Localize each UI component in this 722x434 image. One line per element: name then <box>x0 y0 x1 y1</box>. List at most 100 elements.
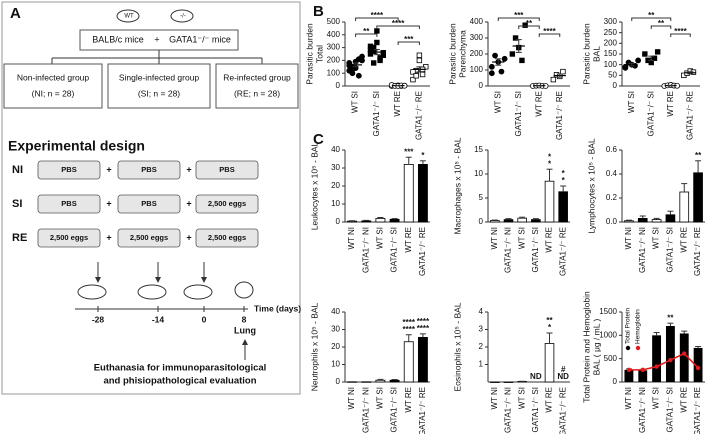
y-tick-label: 20 <box>331 342 340 351</box>
plus: + <box>106 232 111 242</box>
significance: * <box>548 159 552 168</box>
row-label: NI <box>12 164 23 176</box>
significance: **** <box>403 318 416 327</box>
mouse-icon <box>137 284 167 300</box>
line-point <box>626 367 632 373</box>
step-text: PBS <box>219 165 234 174</box>
step-box <box>37 228 101 248</box>
bar <box>389 379 400 383</box>
step-box <box>117 228 181 248</box>
y-tick-label: 200 <box>470 49 484 58</box>
significance: **** <box>674 27 687 36</box>
y-tick-label: 10 <box>474 169 483 178</box>
chart: 0 10 20 30 40 Leukocytes x 10⁵ - BAL WT NI GATA… <box>309 141 430 276</box>
step-text: 2,500 eggs <box>208 199 246 208</box>
y-tick-label: 1000 <box>599 330 617 339</box>
point <box>413 73 419 79</box>
point <box>509 51 516 57</box>
point <box>374 39 380 46</box>
bracket <box>355 33 378 37</box>
connector <box>51 50 263 64</box>
strain-ko: GATA1⁻/⁻ mice <box>169 34 231 44</box>
timeline-label: -28 <box>92 314 105 324</box>
x-tick-label: GATA1⁻/⁻ NI <box>361 387 370 433</box>
x-tick-label: WT RE <box>404 227 413 253</box>
x-tick-label: WT NI <box>624 387 633 410</box>
y-tick-label: 40 <box>331 145 340 154</box>
significance: ** <box>546 316 553 325</box>
significance: *** <box>404 147 414 156</box>
timeline-unit: Time (days) <box>254 303 301 313</box>
y-axis-label: Lymphocytes x 10⁵ - BAL <box>586 138 596 234</box>
plus: + <box>106 198 111 208</box>
bar <box>417 336 428 383</box>
y-tick-label: 40 <box>331 307 340 316</box>
bar <box>389 218 400 223</box>
groups: Non-infected group (NI; n = 28) Single-inf… <box>3 63 299 109</box>
x-tick-label: GATA1⁻/⁻ NI <box>638 227 647 273</box>
plus: + <box>186 198 191 208</box>
bracket <box>355 17 399 21</box>
bar <box>637 217 648 223</box>
x-tick-label: WT RE <box>679 227 688 253</box>
significance: ND <box>530 372 542 381</box>
bracket <box>376 25 420 29</box>
bracket <box>538 33 561 37</box>
chart: 0 10 20 30 40 Neutrophils x 10⁵ - BAL WT NI GAT… <box>309 302 430 434</box>
point <box>359 57 365 64</box>
y-tick-label: 300 <box>327 43 341 52</box>
chart: 0 100 200 300 400 Parasitic burden Parenchyma W… <box>447 11 570 140</box>
point <box>416 57 423 64</box>
y-tick-label: 4 <box>479 307 484 316</box>
group-box <box>107 63 211 109</box>
y-tick-label: 30 <box>331 325 340 334</box>
x-tick-label: GATA1⁻/⁻ SI <box>646 91 655 137</box>
y-axis-label: Macrophages x 10⁵ - BAL <box>452 137 462 234</box>
point <box>492 52 498 59</box>
y-tick-label: 0 <box>613 81 618 90</box>
y-axis-label: Total <box>314 45 324 63</box>
mouse-icon <box>116 9 140 23</box>
significance: * <box>562 176 566 185</box>
step-box <box>37 194 101 214</box>
significance: **** <box>403 325 416 334</box>
point <box>410 76 416 83</box>
x-tick-label: WT SI <box>652 227 661 249</box>
point <box>416 52 423 58</box>
significance: ** <box>648 11 655 20</box>
y-tick-label: 300 <box>604 17 618 26</box>
bar <box>375 379 386 383</box>
point <box>512 35 519 41</box>
x-tick-label: GATA1⁻/⁻ NI <box>638 387 647 433</box>
panel-label: B <box>313 3 324 20</box>
group-text: (SI; n = 28) <box>138 88 180 98</box>
bar <box>693 347 703 382</box>
significance: ** <box>526 19 533 28</box>
y-tick-label: 150 <box>604 49 618 58</box>
y-axis-label: Parasitic burden <box>581 23 591 85</box>
point <box>346 60 353 66</box>
bar <box>403 341 414 383</box>
y-tick-label: 3 <box>479 325 484 334</box>
x-tick-label: WT SI <box>627 91 636 113</box>
y-tick-label: 500 <box>604 354 618 363</box>
point <box>622 64 629 71</box>
mouse-icon <box>170 9 194 23</box>
point <box>374 28 380 34</box>
y-axis-label: Eosinophils x 10⁵ - BAL <box>452 302 462 391</box>
line-point <box>668 357 673 363</box>
plus: + <box>154 34 159 44</box>
bar <box>665 326 675 382</box>
legend-marker <box>625 345 631 351</box>
x-tick-label: GATA1⁻/⁻ RE <box>414 91 423 140</box>
x-tick-label: WT RE <box>666 91 675 117</box>
panel-label: A <box>10 5 21 22</box>
significance: ** <box>363 27 370 36</box>
significance: **** <box>417 317 430 326</box>
step-box <box>195 194 259 214</box>
group-text: Single-infected group <box>119 72 200 82</box>
group-text: (NI; n = 28) <box>32 88 75 98</box>
euthanasia-line: and phisiopathological evaluation <box>103 376 256 387</box>
bar <box>375 217 386 223</box>
